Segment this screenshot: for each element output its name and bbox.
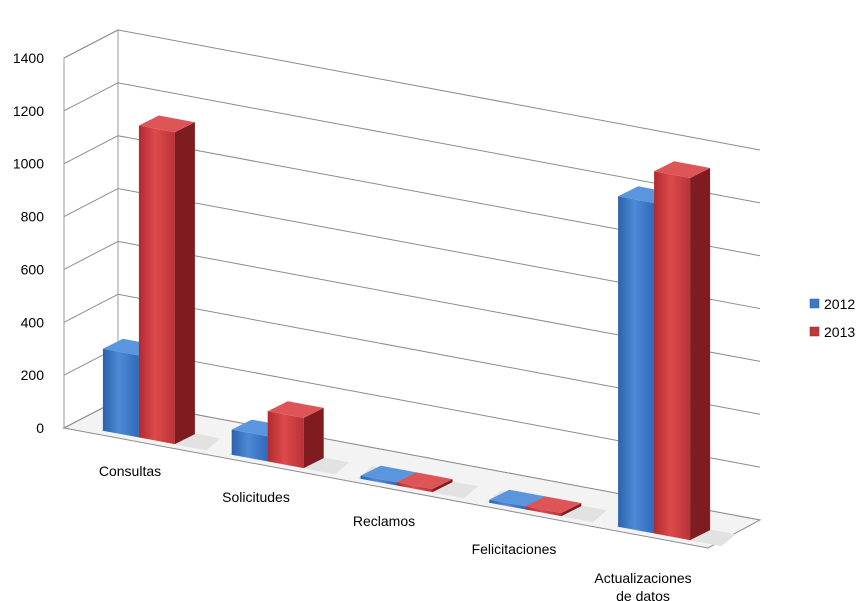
- bar-2013-1-front: [267, 411, 304, 469]
- bar-2012-3-front: [489, 499, 526, 510]
- bar-2013-4-front: [654, 171, 691, 541]
- category-label: Solicitudes: [222, 489, 290, 505]
- gridline-side: [63, 135, 119, 165]
- y-axis-ticks: 1400 1200 1000 800 600 400 200 0: [13, 50, 44, 436]
- category-label: Reclamos: [353, 513, 415, 529]
- bar-2013-4-side: [690, 168, 711, 541]
- bar-2013-1-top: [267, 401, 324, 418]
- bar-2013-1-side: [303, 407, 324, 469]
- bar-2013-3-side: [561, 503, 582, 517]
- category-label: Consultas: [99, 463, 161, 479]
- bar-2012-3-top: [489, 489, 546, 507]
- y-tick-label: 1000: [13, 156, 44, 172]
- legend-swatch-2013: [809, 326, 820, 337]
- bar-2013-4-top: [654, 161, 711, 178]
- bar-2013-4: [654, 161, 711, 541]
- legend-swatch-2012: [809, 298, 820, 309]
- bar-2012-4-front: [618, 196, 655, 534]
- bar-2013-2: [396, 472, 453, 493]
- bar-2013-0-top: [138, 115, 195, 133]
- bars: [100, 115, 736, 547]
- y-tick-label: 0: [36, 420, 44, 436]
- bar-2013-2-top: [396, 472, 453, 490]
- bar-2012-0-front: [102, 348, 139, 438]
- bar-2012-2-front: [360, 475, 397, 486]
- y-tick-label: 1400: [13, 50, 44, 66]
- y-tick-label: 600: [21, 261, 45, 277]
- bar-2013-3-top: [525, 496, 582, 514]
- bar-2013-2-front: [396, 482, 433, 493]
- bar-2013-0: [138, 115, 195, 445]
- legend-label-2013: 2013: [824, 324, 855, 340]
- y-tick-label: 800: [21, 209, 45, 225]
- bar-2013-3-front: [525, 506, 562, 517]
- gridline: [117, 82, 761, 204]
- category-label: Actualizaciones de datos: [594, 570, 691, 601]
- category-labels: Consultas Solicitudes Reclamos Felicitacion…: [99, 463, 692, 601]
- y-tick-label: 400: [21, 314, 45, 330]
- bar-2013-0-side: [174, 122, 195, 445]
- gridline-side: [63, 82, 119, 112]
- gridline-side: [63, 293, 119, 323]
- gridline-side: [63, 188, 119, 218]
- bar-2013-0-front: [138, 125, 175, 445]
- y-tick-label: 1200: [13, 103, 44, 119]
- bar-2013-3: [525, 496, 582, 517]
- legend: 2012 2013: [809, 296, 855, 340]
- gridline-side: [63, 29, 119, 59]
- bar-2012-1-front: [231, 429, 268, 462]
- gridline-side: [63, 240, 119, 270]
- bar-2012-2-top: [360, 465, 417, 483]
- gridline: [117, 29, 761, 151]
- category-label: Felicitaciones: [472, 541, 557, 557]
- bar-2013-2-side: [432, 479, 453, 493]
- y-tick-label: 200: [21, 367, 45, 383]
- legend-label-2012: 2012: [824, 296, 855, 312]
- bar-2013-1: [267, 401, 324, 469]
